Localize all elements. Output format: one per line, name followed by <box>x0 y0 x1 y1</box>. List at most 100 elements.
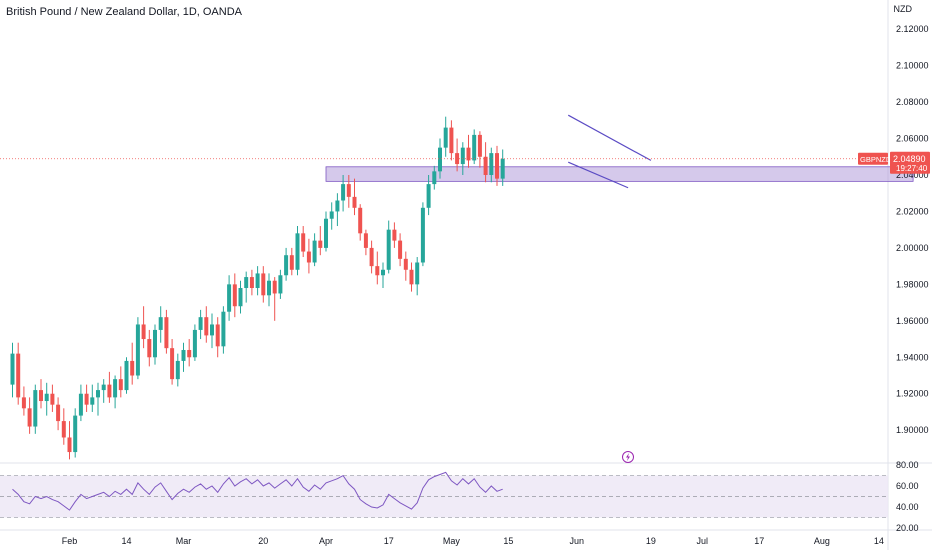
candle-body <box>420 207 425 263</box>
candle-body <box>438 147 442 172</box>
price-tick-label: 2.04000 <box>896 170 929 180</box>
time-tick-label: 14 <box>874 536 884 546</box>
time-tick-label: 17 <box>754 536 764 546</box>
candle-body <box>147 339 152 358</box>
candle <box>267 273 271 307</box>
candle-body <box>141 324 146 340</box>
symbol-tag-bg <box>858 152 888 165</box>
price-axis[interactable]: 2.12000 2.10000 2.08000 2.06000 2.04000 2.020… <box>858 24 930 533</box>
candle-body <box>284 255 289 276</box>
candle <box>39 379 43 409</box>
candle-body <box>187 349 192 358</box>
trendlines-layer[interactable] <box>567 114 652 189</box>
candle-body <box>272 280 277 294</box>
candle <box>466 134 471 168</box>
time-tick-label: May <box>443 536 461 546</box>
trendline[interactable] <box>568 161 629 189</box>
candle-body <box>295 233 300 270</box>
candle-body <box>67 437 72 453</box>
trendline[interactable] <box>567 114 652 161</box>
candle-body <box>477 134 482 157</box>
candle-body <box>289 255 294 270</box>
candle-body <box>215 324 220 347</box>
candle-body <box>113 379 118 398</box>
candle-body <box>232 284 237 307</box>
candle-body <box>96 390 100 398</box>
candle <box>341 174 346 212</box>
candle-body <box>221 311 226 347</box>
candle-body <box>27 408 32 427</box>
candle <box>10 342 15 398</box>
candle <box>198 309 203 340</box>
candle-body <box>432 171 437 185</box>
time-tick-label: Mar <box>176 536 192 546</box>
candle <box>278 269 283 299</box>
candle <box>27 397 32 434</box>
candle-body <box>210 324 214 336</box>
lightning-icon[interactable] <box>622 451 634 463</box>
candle-body <box>460 147 465 165</box>
candle <box>329 202 334 230</box>
candle-body <box>352 196 357 208</box>
price-tick-label: 1.98000 <box>896 279 929 289</box>
price-tick-label: 2.10000 <box>896 61 929 71</box>
candle <box>415 257 420 296</box>
candle-body <box>392 229 397 241</box>
symbol-title[interactable]: British Pound / New Zealand Dollar, 1D, … <box>6 6 242 18</box>
candle <box>386 220 391 274</box>
candle <box>335 193 340 227</box>
candle <box>455 138 460 172</box>
candle <box>135 317 140 380</box>
support-zone[interactable] <box>325 166 914 182</box>
price-tick-label: 2.00000 <box>896 243 929 253</box>
rsi-tick-label: 40.00 <box>896 502 919 512</box>
candle <box>44 382 49 416</box>
candle <box>249 269 254 296</box>
candle <box>432 165 437 190</box>
candle <box>187 339 192 367</box>
candle <box>96 382 100 416</box>
candle-body <box>153 329 157 358</box>
candle <box>16 342 21 405</box>
candle <box>449 120 454 161</box>
candle-body <box>495 153 499 179</box>
candle <box>324 211 328 252</box>
price-tag-value: 2.04890 <box>893 154 926 164</box>
candle-body <box>398 240 403 259</box>
candle <box>483 142 488 183</box>
candle-body <box>124 360 129 391</box>
support-zone-layer[interactable] <box>325 166 914 182</box>
time-tick-label: 17 <box>384 536 394 546</box>
candle <box>130 342 135 385</box>
time-axis[interactable]: Feb 14 Mar 20 Apr 17 May 15 Jun 19 Jul 17 Aug 14 <box>62 536 884 546</box>
candle-body <box>443 127 448 148</box>
price-tick-label: 1.90000 <box>896 425 929 435</box>
price-tick-label: 1.92000 <box>896 389 929 399</box>
candle <box>255 266 260 296</box>
candle-body <box>56 404 61 422</box>
candle-body <box>449 127 454 154</box>
candle <box>113 375 118 409</box>
candle <box>50 384 55 412</box>
candle-body <box>386 229 391 270</box>
candle <box>443 116 448 157</box>
price-tick-label: 2.08000 <box>896 97 929 107</box>
candle <box>107 371 112 403</box>
candle <box>227 275 232 321</box>
candle <box>289 247 294 276</box>
candle <box>409 262 414 292</box>
candle-body <box>375 266 380 276</box>
candle-body <box>181 349 186 361</box>
time-tick-label: Aug <box>814 536 830 546</box>
candle-body <box>118 379 123 391</box>
candle-body <box>267 280 271 296</box>
rsi-tick-label: 80.00 <box>896 460 919 470</box>
candle-body <box>170 348 175 380</box>
candle <box>84 384 89 412</box>
candle-body <box>10 353 15 385</box>
candle-body <box>135 324 140 376</box>
candle <box>221 306 226 354</box>
event-marker-layer[interactable] <box>622 451 634 463</box>
